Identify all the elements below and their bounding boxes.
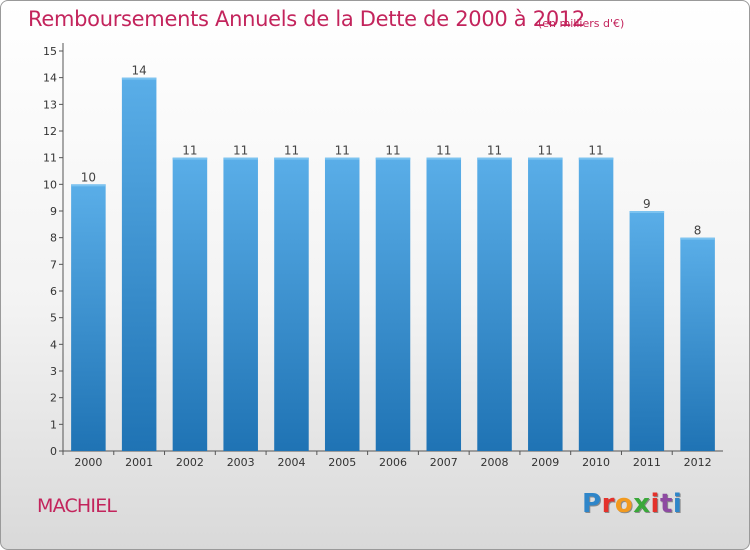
y-tick-label: 9 — [50, 205, 57, 218]
bar-value-label: 11 — [436, 144, 451, 158]
bar-highlight — [172, 157, 208, 160]
bar-value-label: 11 — [487, 144, 502, 158]
y-tick-label: 5 — [50, 312, 57, 325]
bar-highlight — [629, 211, 665, 213]
x-tick-label: 2003 — [227, 456, 255, 469]
y-tick-label: 0 — [50, 445, 57, 458]
bar-2005 — [324, 157, 360, 451]
bar-highlight — [528, 157, 563, 160]
bar-2008 — [477, 157, 512, 451]
x-tick-label: 2006 — [379, 456, 407, 469]
bar-value-label: 11 — [335, 144, 350, 158]
bar-highlight — [324, 157, 360, 160]
y-tick-label: 14 — [43, 72, 57, 85]
logo-letter: i — [672, 489, 683, 519]
bar-value-label: 11 — [538, 144, 553, 158]
bar-2000 — [71, 184, 106, 452]
y-tick-label: 10 — [43, 178, 57, 191]
bar-value-label: 10 — [81, 170, 96, 184]
bar-value-label: 11 — [385, 144, 400, 158]
bar-highlight — [223, 157, 258, 160]
bar-highlight — [477, 157, 512, 160]
logo-letter: t — [659, 489, 673, 519]
bar-value-label: 11 — [233, 144, 248, 158]
bar-highlight — [375, 157, 411, 160]
bar-2001 — [121, 77, 157, 452]
bar-2012 — [680, 237, 715, 451]
x-tick-label: 2002 — [176, 456, 204, 469]
x-tick-label: 2010 — [582, 456, 610, 469]
bar-2004 — [274, 157, 309, 451]
bar-2011 — [629, 211, 665, 451]
logo-letter: r — [601, 489, 615, 519]
logo-letter: o — [614, 489, 634, 519]
y-tick-label: 2 — [50, 392, 57, 405]
x-tick-label: 2005 — [328, 456, 356, 469]
y-tick-label: 4 — [50, 338, 57, 351]
x-tick-label: 2012 — [684, 456, 712, 469]
bar-value-label: 14 — [132, 64, 147, 78]
x-tick-label: 2011 — [633, 456, 661, 469]
logo-letter: x — [633, 489, 651, 519]
logo-letter: i — [650, 489, 660, 519]
y-tick-label: 1 — [50, 418, 57, 431]
bar-highlight — [578, 157, 614, 160]
x-tick-label: 2007 — [430, 456, 458, 469]
chart-title: Remboursements Annuels de la Dette de 20… — [28, 7, 585, 31]
x-tick-label: 2004 — [277, 456, 305, 469]
bar-2006 — [375, 157, 411, 451]
bar-highlight — [426, 157, 462, 160]
bar-highlight — [71, 184, 106, 187]
x-axis: 2000 2001 2002 2003 2004 2005 2006 2007 2008 2009… — [59, 450, 723, 469]
y-tick-label: 3 — [50, 365, 57, 378]
value-labels-group: 10 14 11 11 11 11 11 11 11 11 11 9 8 — [81, 64, 702, 238]
bar-2009 — [528, 157, 563, 451]
chart-subtitle: (en milliers d'€) — [538, 17, 625, 30]
bar-value-label: 11 — [588, 144, 603, 158]
y-tick-label: 12 — [43, 125, 57, 138]
y-tick-label: 11 — [43, 152, 57, 165]
bar-2007 — [426, 157, 462, 451]
bar-value-label: 9 — [643, 197, 651, 211]
y-tick-label: 13 — [43, 98, 57, 111]
bars-group — [71, 77, 715, 452]
bar-highlight — [680, 237, 715, 240]
bar-value-label: 11 — [284, 144, 299, 158]
x-tick-label: 2000 — [74, 456, 102, 469]
y-tick-label: 7 — [50, 258, 57, 271]
bar-value-label: 8 — [694, 224, 702, 238]
y-tick-label: 8 — [50, 232, 57, 245]
bar-2003 — [223, 157, 258, 451]
bar-highlight — [274, 157, 309, 160]
bar-value-label: 11 — [182, 144, 197, 158]
x-tick-label: 2008 — [481, 456, 509, 469]
proxiti-logo: Proxiti — [582, 489, 682, 519]
bar-2002 — [172, 157, 208, 451]
logo-letter: P — [582, 489, 602, 519]
x-tick-label: 2001 — [125, 456, 153, 469]
y-tick-label: 6 — [50, 285, 57, 298]
bar-2010 — [578, 157, 614, 451]
commune-name: MACHIEL — [37, 495, 117, 517]
x-tick-label: 2009 — [531, 456, 559, 469]
y-tick-label: 15 — [43, 45, 57, 58]
bar-highlight — [121, 77, 157, 80]
